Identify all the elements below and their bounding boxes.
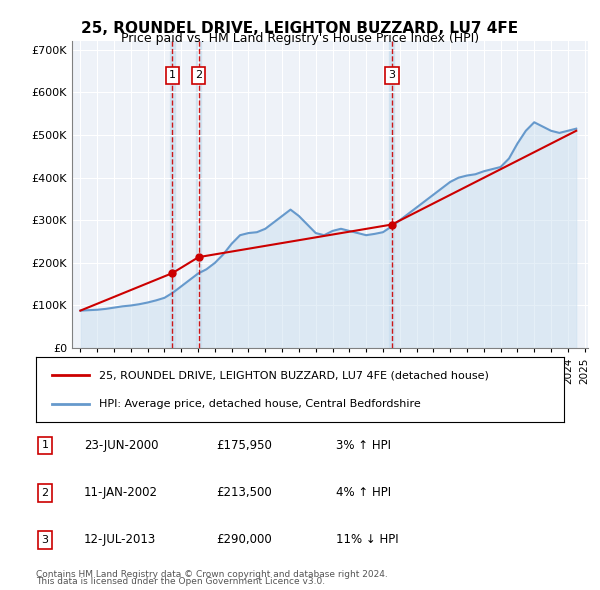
Text: £213,500: £213,500 [216, 486, 272, 499]
Text: 4% ↑ HPI: 4% ↑ HPI [336, 486, 391, 499]
Text: 3: 3 [388, 70, 395, 80]
Text: 25, ROUNDEL DRIVE, LEIGHTON BUZZARD, LU7 4FE: 25, ROUNDEL DRIVE, LEIGHTON BUZZARD, LU7… [82, 21, 518, 35]
Bar [170, 41, 175, 348]
Text: 11% ↓ HPI: 11% ↓ HPI [336, 533, 398, 546]
Text: 23-JUN-2000: 23-JUN-2000 [84, 439, 158, 452]
Text: Price paid vs. HM Land Registry's House Price Index (HPI): Price paid vs. HM Land Registry's House … [121, 32, 479, 45]
Text: £175,950: £175,950 [216, 439, 272, 452]
Text: 12-JUL-2013: 12-JUL-2013 [84, 533, 156, 546]
Text: 2: 2 [41, 488, 49, 497]
Text: Contains HM Land Registry data © Crown copyright and database right 2024.: Contains HM Land Registry data © Crown c… [36, 571, 388, 579]
Bar [389, 41, 394, 348]
Text: 11-JAN-2002: 11-JAN-2002 [84, 486, 158, 499]
Text: HPI: Average price, detached house, Central Bedfordshire: HPI: Average price, detached house, Cent… [100, 399, 421, 409]
Text: 3: 3 [41, 535, 49, 545]
Text: £290,000: £290,000 [216, 533, 272, 546]
Bar [196, 41, 201, 348]
Text: 25, ROUNDEL DRIVE, LEIGHTON BUZZARD, LU7 4FE (detached house): 25, ROUNDEL DRIVE, LEIGHTON BUZZARD, LU7… [100, 370, 489, 380]
Text: 3% ↑ HPI: 3% ↑ HPI [336, 439, 391, 452]
Text: 1: 1 [41, 441, 49, 450]
Text: 2: 2 [195, 70, 202, 80]
Text: This data is licensed under the Open Government Licence v3.0.: This data is licensed under the Open Gov… [36, 578, 325, 586]
Text: 1: 1 [169, 70, 176, 80]
